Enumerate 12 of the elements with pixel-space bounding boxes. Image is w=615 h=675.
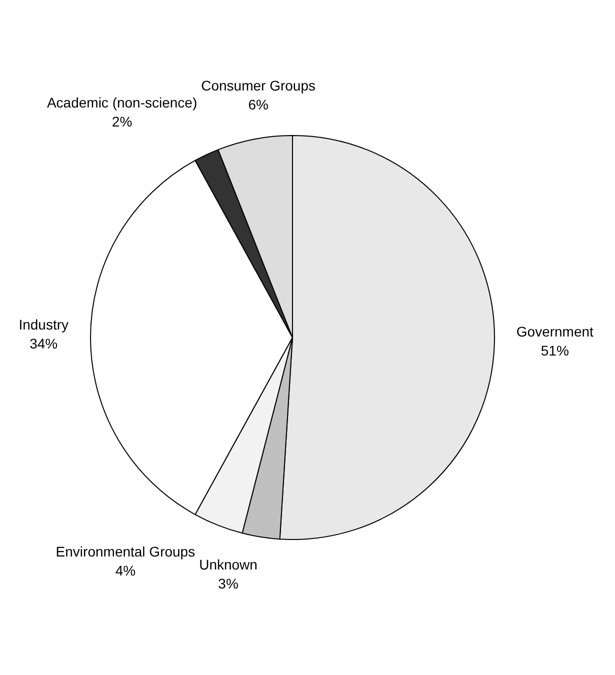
slice-label: Industry [18, 316, 69, 332]
slice-label: Environmental Groups [56, 544, 196, 560]
slice-label: Government [516, 323, 594, 340]
data-label: 6% [248, 96, 268, 112]
slice-label: Academic (non-science) [46, 94, 198, 111]
data-label: 34% [30, 335, 58, 352]
data-label: 2% [112, 114, 132, 130]
data-label: 4% [115, 562, 136, 579]
slice-label: Consumer Groups [201, 77, 316, 94]
slice-label: Unknown [199, 556, 258, 573]
data-label: 3% [218, 576, 238, 592]
data-label: 51% [540, 342, 569, 358]
